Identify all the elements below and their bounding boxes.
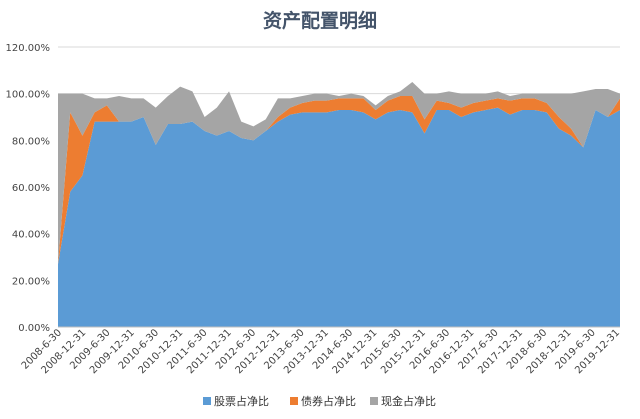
legend-item: 股票占净比 bbox=[203, 394, 269, 408]
legend-swatch bbox=[370, 397, 378, 405]
legend-label: 股票占净比 bbox=[214, 394, 269, 408]
series-area-3 bbox=[58, 82, 620, 264]
legend-label: 现金占净比 bbox=[381, 394, 436, 408]
chart-title: 资产配置明细 bbox=[262, 10, 377, 32]
y-tick-label: 20.00% bbox=[12, 276, 50, 287]
legend-item: 现金占净比 bbox=[370, 394, 436, 408]
y-axis: 0.00% 20.00% 40.00% 60.00% 80.00% 100.00% 120.… bbox=[6, 43, 51, 334]
legend-item: 债券占净比 bbox=[290, 394, 356, 408]
series-area-1 bbox=[58, 107, 620, 328]
y-tick-label: 80.00% bbox=[12, 136, 50, 147]
legend: 股票占净比 债券占净比 现金占净比 bbox=[203, 394, 436, 408]
x-axis: 2008-6-302008-12-312009-6-302009-12-3120… bbox=[20, 326, 622, 376]
y-tick-label: 120.00% bbox=[6, 43, 51, 54]
y-tick-label: 100.00% bbox=[6, 90, 51, 101]
legend-swatch bbox=[203, 397, 211, 405]
y-tick-label: 0.00% bbox=[18, 323, 50, 334]
series-areas bbox=[58, 82, 620, 328]
legend-swatch bbox=[290, 397, 298, 405]
y-tick-label: 60.00% bbox=[12, 183, 50, 194]
y-tick-label: 40.00% bbox=[12, 230, 50, 241]
legend-label: 债券占净比 bbox=[301, 394, 356, 408]
